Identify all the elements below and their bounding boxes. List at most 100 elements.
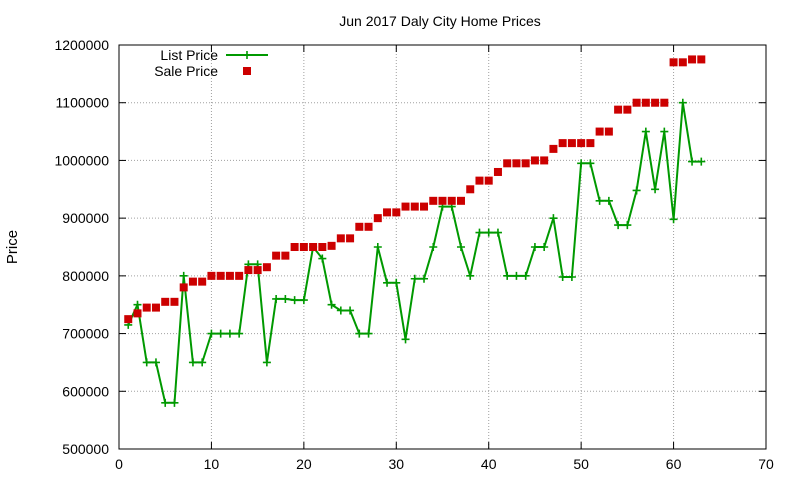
list-price-point xyxy=(207,329,216,338)
list-price-point xyxy=(503,271,512,280)
sale-price-point xyxy=(447,196,456,205)
list-price-point xyxy=(530,243,539,251)
list-price-point xyxy=(216,329,225,338)
sale-price-point xyxy=(567,139,576,148)
list-price-point xyxy=(632,186,641,195)
series-layer xyxy=(124,55,706,407)
list-price-point xyxy=(678,98,687,107)
list-price-point xyxy=(420,274,429,283)
list-price-point xyxy=(466,271,475,280)
list-price-point xyxy=(567,273,576,282)
sale-price-point xyxy=(429,196,438,205)
sale-price-point xyxy=(641,98,650,107)
list-price-point xyxy=(456,243,465,251)
sale-price-series xyxy=(124,55,706,324)
list-price-point xyxy=(521,271,530,280)
list-price-point xyxy=(336,306,345,315)
sale-price-point xyxy=(604,127,613,136)
sale-price-point xyxy=(669,58,678,67)
sale-price-point xyxy=(651,98,660,107)
list-price-point xyxy=(179,271,188,280)
y-tick-label: 1100000 xyxy=(56,95,110,111)
x-tick-label: 70 xyxy=(758,456,774,472)
plot-frame xyxy=(118,44,767,450)
sale-price-point xyxy=(161,297,170,306)
list-price-point xyxy=(549,214,558,223)
list-price-line xyxy=(127,102,702,404)
x-tick-label: 40 xyxy=(481,456,497,472)
sale-price-point xyxy=(530,156,539,165)
sale-price-point xyxy=(124,315,133,324)
grid-lines xyxy=(119,45,766,449)
list-price-point xyxy=(512,271,521,280)
list-price-point xyxy=(327,300,336,309)
list-price-point xyxy=(604,196,613,205)
list-price-point xyxy=(188,358,197,367)
x-tick-label: 20 xyxy=(296,456,312,472)
x-tick-label: 0 xyxy=(115,456,123,472)
sale-price-point xyxy=(318,243,327,251)
list-price-point xyxy=(586,159,595,168)
list-price-point xyxy=(641,127,650,136)
sale-price-point xyxy=(623,105,632,114)
sale-price-point xyxy=(346,234,355,243)
y-tick-label: 1200000 xyxy=(54,37,109,53)
sale-price-point xyxy=(420,202,429,211)
list-price-point xyxy=(688,157,697,166)
list-price-point xyxy=(170,398,179,407)
sale-price-point xyxy=(383,208,392,217)
sale-price-point xyxy=(614,105,623,114)
x-tick-label: 50 xyxy=(573,456,589,472)
legend-marker xyxy=(243,67,251,75)
sale-price-point xyxy=(179,283,188,292)
list-price-point xyxy=(133,300,142,309)
list-price-point xyxy=(660,127,669,136)
sale-price-point xyxy=(364,222,373,231)
sale-price-point xyxy=(493,167,502,176)
sale-price-point xyxy=(466,185,475,194)
sale-price-point xyxy=(595,127,604,136)
sale-price-point xyxy=(188,277,197,286)
sale-price-point xyxy=(272,251,281,260)
list-price-point xyxy=(623,221,632,230)
legend-item-sale-price: Sale Price xyxy=(154,63,251,79)
list-price-point xyxy=(697,157,706,166)
legend-label: List Price xyxy=(160,47,218,63)
sale-price-point xyxy=(503,159,512,168)
list-price-point xyxy=(281,294,290,303)
list-price-point xyxy=(355,329,364,338)
sale-price-point xyxy=(456,196,465,205)
sale-price-point xyxy=(401,202,410,211)
list-price-point xyxy=(410,274,419,283)
y-tick-label: 700000 xyxy=(62,326,109,342)
sale-price-point xyxy=(253,266,262,275)
axis-ticks: 500000 600000 700000 800000 900000 1000000 110… xyxy=(54,37,774,472)
list-price-point xyxy=(318,254,327,263)
x-tick-label: 60 xyxy=(666,456,682,472)
list-price-point xyxy=(540,243,549,251)
list-price-point xyxy=(429,243,438,251)
list-price-point xyxy=(235,329,244,338)
list-price-point xyxy=(401,335,410,344)
y-tick-label: 900000 xyxy=(62,210,109,226)
sale-price-point xyxy=(225,271,234,280)
sale-price-point xyxy=(549,144,558,153)
sale-price-point xyxy=(512,159,521,168)
sale-price-point xyxy=(299,243,308,251)
sale-price-point xyxy=(216,271,225,280)
y-tick-label: 600000 xyxy=(62,383,109,399)
sale-price-point xyxy=(262,263,271,272)
sale-price-point xyxy=(678,58,687,67)
sale-price-point xyxy=(235,271,244,280)
list-price-point xyxy=(346,306,355,315)
x-tick-label: 30 xyxy=(388,456,404,472)
legend-item-list-price: List Price xyxy=(160,47,268,63)
sale-price-point xyxy=(281,251,290,260)
legend-marker xyxy=(243,51,251,59)
sale-price-point xyxy=(170,297,179,306)
list-price-point xyxy=(290,296,299,305)
sale-price-point xyxy=(577,139,586,148)
sale-price-point xyxy=(660,98,669,107)
list-price-point xyxy=(614,221,623,230)
